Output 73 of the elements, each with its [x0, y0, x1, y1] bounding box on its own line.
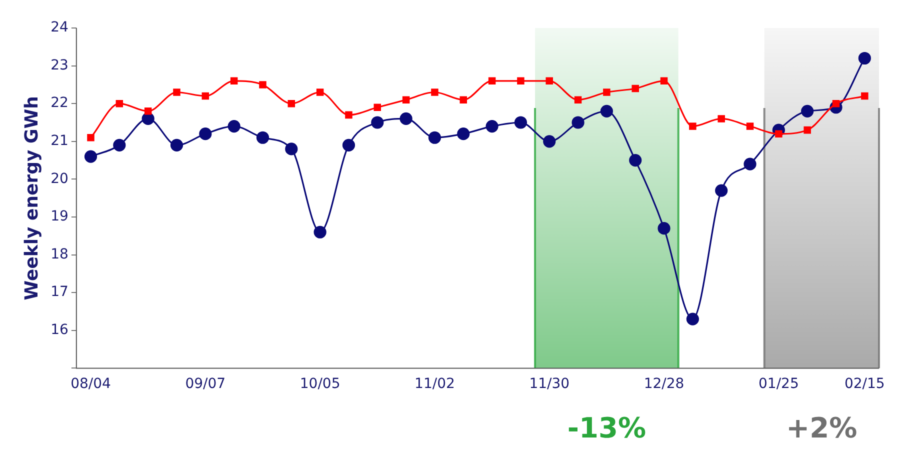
point	[314, 226, 326, 238]
point	[84, 150, 98, 163]
point	[574, 96, 582, 104]
y-tick-label: 19	[50, 208, 68, 225]
x-tick-label: 11/30	[529, 376, 570, 392]
x-tick-label: 11/02	[414, 376, 455, 392]
point	[660, 77, 668, 85]
point	[371, 116, 384, 129]
y-tick-label: 24	[50, 20, 68, 36]
point	[87, 134, 94, 142]
y-tick-label: 21	[50, 133, 68, 150]
point	[285, 142, 298, 156]
point	[718, 115, 725, 122]
point	[488, 77, 496, 85]
point	[256, 131, 270, 144]
y-tick-label: 22	[50, 95, 68, 112]
x-tick-label: 01/25	[758, 376, 799, 392]
point	[230, 77, 238, 85]
point	[288, 100, 296, 108]
y-tick-label: 23	[50, 57, 68, 74]
point	[858, 52, 871, 65]
point	[113, 138, 126, 152]
y-tick-label: 16	[50, 322, 68, 338]
x-tick-label: 02/15	[844, 376, 885, 392]
point	[144, 108, 152, 115]
y-tick-label: 20	[50, 170, 68, 187]
x-tick-label: 09/07	[185, 376, 226, 392]
point	[342, 138, 356, 152]
point	[345, 111, 352, 119]
point	[861, 92, 868, 100]
point	[259, 81, 266, 88]
point	[374, 104, 382, 112]
y-tick-label: 18	[50, 246, 68, 262]
x-tick-label: 12/28	[644, 376, 684, 392]
band-label: +2%	[786, 411, 858, 444]
point	[632, 84, 639, 92]
point	[202, 92, 210, 100]
point	[832, 100, 840, 108]
point	[658, 222, 670, 235]
point	[603, 88, 610, 96]
point	[746, 122, 754, 130]
point	[686, 312, 699, 326]
point	[116, 100, 124, 108]
y-axis-title: Weekly energy GWh	[21, 96, 42, 300]
point	[801, 104, 814, 118]
point	[629, 154, 642, 167]
point	[517, 77, 524, 85]
point	[316, 88, 324, 96]
point	[514, 116, 528, 129]
y-tick-label: 17	[50, 284, 68, 300]
point	[170, 138, 184, 152]
x-tick-label: 10/05	[300, 376, 340, 392]
point	[428, 131, 442, 144]
point	[400, 112, 412, 126]
point	[775, 130, 782, 138]
point	[457, 128, 470, 140]
band-label: -13%	[567, 411, 646, 444]
point	[546, 77, 553, 85]
point	[486, 120, 498, 133]
point	[689, 122, 696, 130]
point	[228, 120, 240, 133]
point	[543, 135, 556, 148]
point	[460, 96, 468, 104]
x-tick-label: 08/04	[70, 376, 112, 392]
point	[173, 88, 180, 96]
point	[715, 184, 728, 197]
point	[199, 128, 212, 140]
point	[572, 116, 584, 129]
point	[600, 104, 613, 118]
point	[402, 96, 410, 104]
point	[804, 126, 811, 134]
point	[431, 88, 438, 96]
point	[744, 158, 756, 170]
